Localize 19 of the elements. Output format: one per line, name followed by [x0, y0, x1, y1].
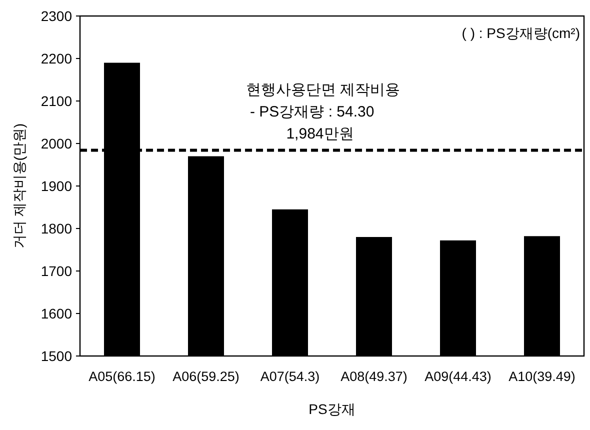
y-tick-label: 2200 — [40, 50, 72, 66]
x-tick-label: A10(39.49) — [508, 369, 576, 384]
y-tick-label: 1500 — [40, 348, 72, 364]
y-tick-label: 2000 — [40, 136, 72, 152]
y-tick-label: 2100 — [40, 93, 72, 109]
x-tick-label: A08(49.37) — [340, 369, 408, 384]
ref-line-label: 현행사용단면 제작비용 - PS강재량 : 54.30 1,984만원 — [246, 81, 400, 142]
x-tick-label: A06(59.25) — [172, 369, 240, 384]
y-tick-label: 1800 — [40, 220, 72, 236]
y-axis-title: 거더 제작비용(만원) — [11, 123, 27, 249]
annotation: ( ) : PS강재량(cm²) — [462, 25, 580, 41]
y-tick-label: 1900 — [40, 178, 72, 194]
x-tick-label: A05(66.15) — [88, 369, 156, 384]
y-tick-label: 2300 — [40, 8, 72, 24]
x-tick-label: A07(54.3) — [260, 369, 320, 384]
x-tick-label: A09(44.43) — [424, 369, 492, 384]
y-tick-label: 1600 — [40, 306, 72, 322]
x-axis-title: PS강재 — [308, 401, 356, 417]
y-tick-label: 1700 — [40, 263, 72, 279]
